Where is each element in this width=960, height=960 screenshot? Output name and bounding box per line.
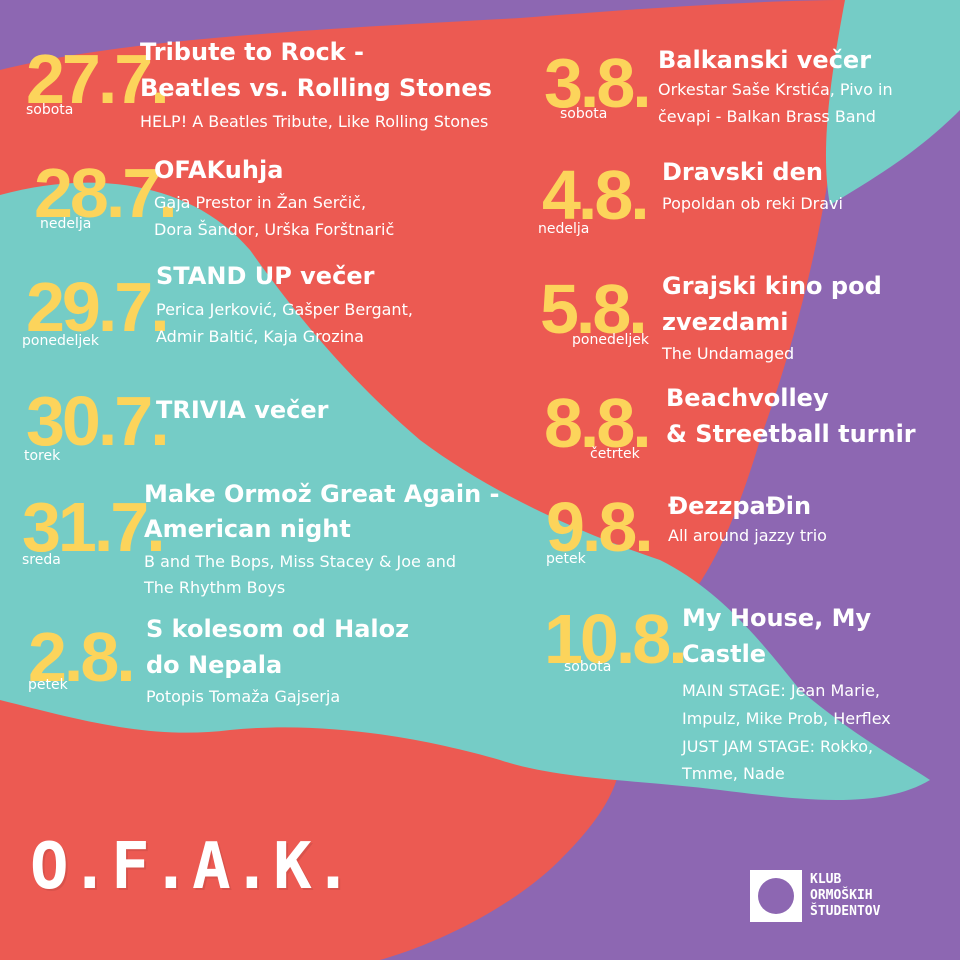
event-date: 10.8.	[544, 600, 688, 678]
club-name-line3: ŠTUDENTOV	[810, 904, 881, 919]
event-title-line2: Castle	[682, 640, 767, 668]
event-subtitle-line2: čevapi - Balkan Brass Band	[658, 107, 876, 126]
event-subtitle: Orkestar Saše Krstića, Pivo in	[658, 80, 893, 99]
event-title: Beachvolley	[666, 384, 829, 412]
event-date: 4.8.	[542, 156, 650, 234]
event-title: TRIVIA večer	[156, 396, 329, 424]
event-date: 2.8.	[28, 618, 136, 696]
event-subtitle: Popoldan ob reki Dravi	[662, 194, 843, 213]
event-day: sreda	[22, 552, 61, 568]
event-date: 8.8.	[544, 384, 652, 462]
event-title: Grajski kino pod	[662, 272, 882, 300]
event-title-line2: Beatles vs. Rolling Stones	[140, 74, 492, 102]
event-date: 29.7.	[26, 268, 170, 346]
event-subtitle: Perica Jerković, Gašper Bergant,	[156, 300, 413, 319]
event-date: 3.8.	[544, 44, 652, 122]
event-title: My House, My	[682, 604, 872, 632]
event-day: sobota	[26, 102, 74, 118]
event-date: 5.8.	[540, 270, 648, 348]
event-title: OFAKuhja	[154, 156, 284, 184]
event-subtitle: All around jazzy trio	[668, 526, 827, 545]
event-subtitle-line3: JUST JAM STAGE: Rokko,	[682, 737, 874, 756]
event-subtitle-line2: The Rhythm Boys	[144, 578, 286, 597]
club-logo: KLUB ORMOŠKIH ŠTUDENTOV	[750, 870, 920, 930]
event-day: petek	[28, 677, 68, 693]
event-day: sobota	[564, 659, 612, 675]
event-title: Make Ormož Great Again -	[144, 480, 500, 508]
event-day: ponedeljek	[572, 332, 649, 348]
event-title: Dravski den	[662, 158, 823, 186]
teal-shape-top	[825, 0, 960, 205]
event-subtitle: The Undamaged	[662, 344, 795, 363]
event-date: 31.7.	[22, 488, 166, 566]
circle-in-square-icon	[750, 870, 802, 922]
event-subtitle: HELP! A Beatles Tribute, Like Rolling St…	[140, 112, 489, 131]
event-title-line2: do Nepala	[146, 651, 283, 679]
event-date: 9.8.	[546, 488, 654, 566]
event-title: Balkanski večer	[658, 46, 872, 74]
event-title: Tribute to Rock -	[140, 38, 364, 66]
event-subtitle-line2: Impulz, Mike Prob, Herflex	[682, 709, 891, 728]
event-subtitle-line2: Dora Šandor, Urška Forštnarič	[154, 220, 395, 239]
event-subtitle-line2: Admir Baltić, Kaja Grozina	[156, 327, 364, 346]
event-subtitle: Gaja Prestor in Žan Serčič,	[154, 193, 367, 212]
event-subtitle: Potopis Tomaža Gajserja	[146, 687, 341, 706]
event-subtitle-line4: Tmme, Nade	[682, 764, 785, 783]
event-date: 28.7.	[34, 154, 178, 232]
teal-shape-main	[0, 182, 930, 800]
event-title-line2: & Streetball turnir	[666, 420, 916, 448]
event-day: nedelja	[40, 216, 92, 232]
event-title-line2: zvezdami	[662, 308, 789, 336]
club-name-line2: ORMOŠKIH	[810, 888, 873, 903]
event-title: S kolesom od Haloz	[146, 615, 410, 643]
event-day: sobota	[560, 106, 608, 122]
event-day: ponedeljek	[22, 333, 99, 349]
event-date: 27.7.	[26, 40, 170, 118]
event-day: torek	[24, 448, 61, 464]
event-date: 30.7.	[26, 382, 170, 460]
ofak-logo: O.F.A.K.	[30, 830, 355, 904]
event-title: ĐezzpaĐin	[668, 492, 812, 520]
event-subtitle: MAIN STAGE: Jean Marie,	[682, 681, 881, 700]
event-title: STAND UP večer	[156, 262, 375, 290]
event-day: nedelja	[538, 221, 590, 237]
club-name-line1: KLUB	[810, 872, 842, 887]
event-day: četrtek	[590, 446, 640, 462]
club-name: KLUB ORMOŠKIH ŠTUDENTOV	[810, 872, 880, 920]
event-title-line2: American night	[144, 515, 351, 543]
club-logo-ring	[758, 878, 794, 914]
event-subtitle: B and The Bops, Miss Stacey & Joe and	[144, 552, 457, 571]
event-day: petek	[546, 551, 586, 567]
